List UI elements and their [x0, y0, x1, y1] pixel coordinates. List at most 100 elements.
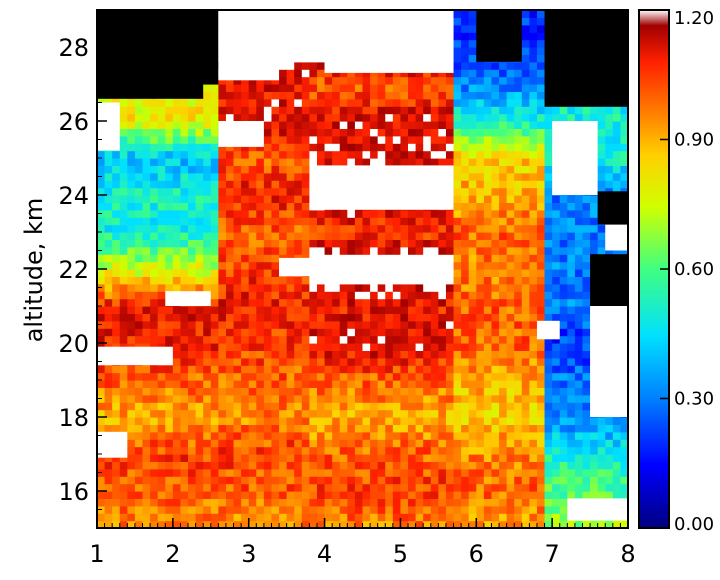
heatmap-cell [476, 180, 485, 189]
heatmap-cell [332, 417, 341, 425]
heatmap-cell [521, 313, 530, 322]
heatmap-cell [430, 239, 439, 248]
heatmap-cell [279, 150, 288, 159]
heatmap-cell [491, 128, 500, 137]
heatmap-cell [301, 158, 310, 166]
heatmap-cell [423, 76, 432, 85]
heatmap-cell [408, 217, 417, 226]
heatmap-cell [324, 150, 333, 159]
heatmap-cell [203, 417, 212, 425]
heatmap-cell [468, 113, 477, 122]
heatmap-cell [127, 276, 136, 285]
heatmap-cell [529, 283, 538, 292]
heatmap-cell [127, 283, 136, 292]
heatmap-cell [286, 47, 295, 55]
heatmap-cell [172, 306, 182, 314]
heatmap-cell [385, 283, 394, 292]
heatmap-cell [521, 165, 530, 174]
heatmap-cell [430, 10, 439, 18]
heatmap-cell [499, 424, 508, 433]
heatmap-cell [559, 54, 568, 63]
heatmap-cell [574, 47, 584, 55]
heatmap-cell [119, 417, 128, 425]
heatmap-cell [248, 513, 257, 522]
heatmap-cell [256, 387, 265, 396]
heatmap-cell [544, 98, 553, 107]
heatmap-cell [309, 69, 318, 78]
heatmap-cell [461, 106, 470, 115]
heatmap-cell [612, 417, 622, 425]
heatmap-cell [180, 202, 189, 211]
heatmap-cell [544, 121, 553, 129]
heatmap-cell [499, 121, 508, 129]
heatmap-cell [552, 357, 561, 366]
heatmap-cell [286, 417, 295, 425]
heatmap-cell [104, 276, 113, 285]
heatmap-cell [400, 454, 409, 462]
heatmap-cell [157, 468, 166, 477]
heatmap-cell [104, 520, 113, 529]
heatmap-cell [172, 439, 182, 448]
heatmap-cell [529, 269, 538, 277]
heatmap-cell [112, 328, 121, 337]
heatmap-cell [263, 446, 273, 455]
heatmap-cell [453, 121, 462, 129]
heatmap-cell [491, 158, 500, 166]
heatmap-cell [119, 291, 128, 300]
heatmap-cell [309, 328, 318, 337]
heatmap-cell [195, 306, 204, 314]
heatmap-cell [180, 380, 189, 388]
heatmap-cell [172, 357, 182, 366]
heatmap-cell [362, 335, 371, 344]
heatmap-cell [309, 84, 318, 92]
heatmap-cell [574, 195, 584, 203]
heatmap-cell [483, 217, 493, 226]
heatmap-cell [263, 283, 273, 292]
heatmap-cell [468, 365, 477, 374]
heatmap-cell [316, 357, 326, 366]
heatmap-cell [188, 505, 197, 514]
heatmap-cell [210, 239, 219, 248]
heatmap-cell [438, 291, 447, 300]
heatmap-cell [271, 121, 280, 129]
heatmap-cell [188, 394, 197, 403]
heatmap-cell [150, 283, 159, 292]
heatmap-cell [332, 357, 341, 366]
heatmap-cell [536, 135, 546, 144]
heatmap-cell [506, 313, 515, 322]
heatmap-cell [248, 357, 257, 366]
heatmap-cell [400, 239, 409, 248]
heatmap-cell [142, 498, 151, 507]
heatmap-cell [445, 505, 455, 514]
heatmap-cell [172, 313, 182, 322]
heatmap-cell [499, 461, 508, 470]
heatmap-cell [324, 291, 333, 300]
heatmap-cell [294, 98, 303, 107]
heatmap-cell [241, 328, 250, 337]
heatmap-cell [218, 254, 227, 263]
heatmap-cell [438, 439, 447, 448]
heatmap-cell [597, 128, 606, 137]
heatmap-cell [392, 439, 402, 448]
heatmap-cell [316, 380, 326, 388]
heatmap-cell [499, 328, 508, 337]
heatmap-cell [559, 17, 568, 26]
heatmap-cell [567, 476, 576, 485]
heatmap-cell [180, 187, 189, 196]
heatmap-cell [172, 424, 182, 433]
heatmap-cell [195, 135, 204, 144]
heatmap-cell [301, 372, 310, 381]
heatmap-cell [309, 468, 318, 477]
heatmap-cell [157, 239, 166, 248]
heatmap-cell [574, 387, 584, 396]
heatmap-cell [324, 239, 333, 248]
heatmap-cell [506, 246, 515, 255]
heatmap-cell [499, 387, 508, 396]
heatmap-cell [248, 387, 257, 396]
heatmap-cell [233, 372, 242, 381]
heatmap-cell [385, 483, 394, 492]
heatmap-cell [620, 468, 629, 477]
heatmap-cell [574, 283, 584, 292]
heatmap-cell [188, 491, 197, 499]
heatmap-cell [445, 402, 455, 411]
